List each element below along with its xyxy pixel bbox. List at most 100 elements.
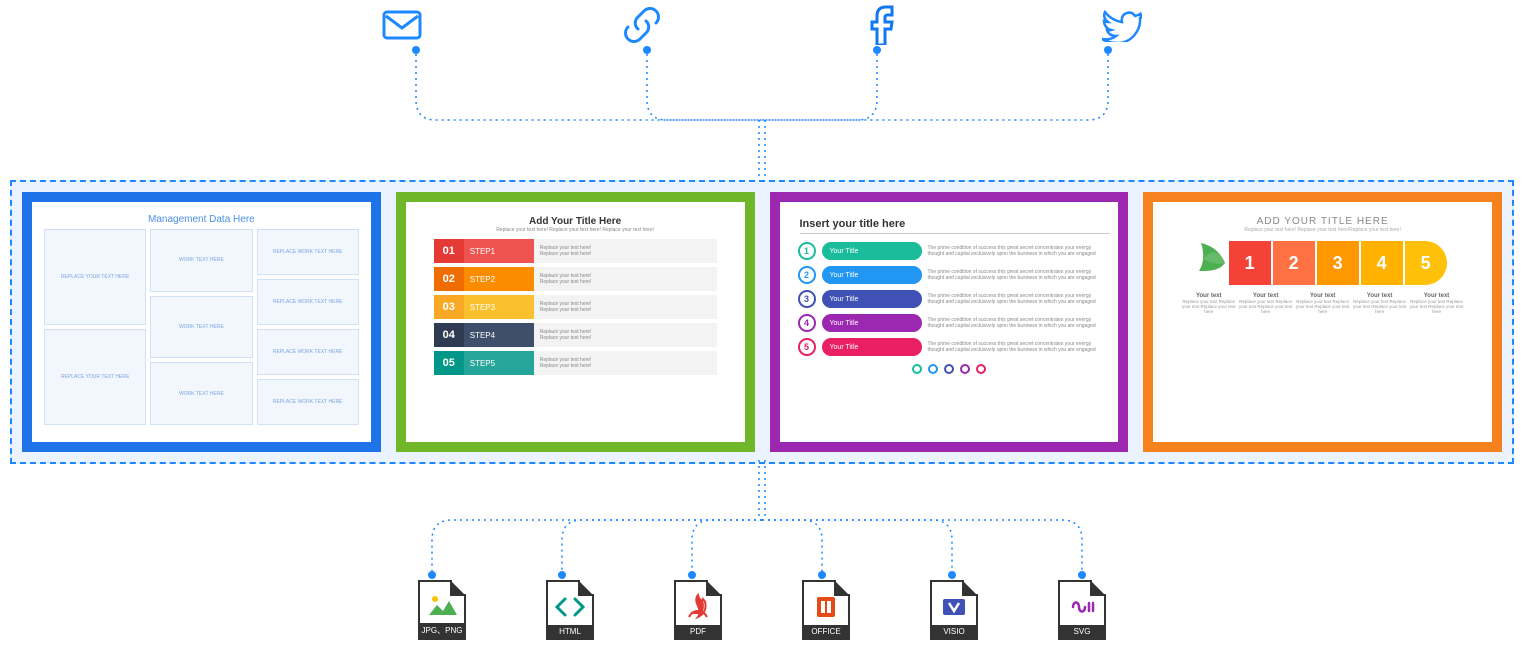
step-row: 05 STEP5 Replace your text here!Replace … (434, 351, 717, 375)
item-number: 5 (798, 338, 816, 356)
file-doc-icon: SVG (1058, 580, 1106, 640)
item-pill: Your Title (822, 290, 922, 308)
file-label: PDF (676, 625, 720, 638)
t2-title: Add Your Title Here (414, 216, 737, 227)
t1-box: REPLACE WORK TEXT HERE (257, 379, 359, 425)
carrot-segment: 3 (1317, 241, 1359, 285)
t4-title: ADD YOUR TITLE HERE (1161, 216, 1484, 227)
carrot-segment: 2 (1273, 241, 1315, 285)
template-card-4: ADD YOUR TITLE HERE Replace your text he… (1143, 192, 1502, 452)
item-pill: Your Title (822, 338, 922, 356)
leaf-icon (1199, 241, 1229, 285)
file-format-office: OFFICE (802, 580, 850, 640)
file-format-visio: VISIO (930, 580, 978, 640)
step-label: STEP5 (464, 351, 534, 375)
item-pill: Your Title (822, 266, 922, 284)
text-column: Your textReplace your text Replace your … (1181, 293, 1236, 314)
item-desc: The prime condition of success this grea… (928, 245, 1101, 258)
svg-icon (1063, 589, 1101, 625)
step-label: STEP1 (464, 239, 534, 263)
text-column: Your textReplace your text Replace your … (1352, 293, 1407, 314)
share-icons-row (0, 5, 1524, 45)
step-number: 03 (434, 295, 464, 319)
step-number: 01 (434, 239, 464, 263)
visio-icon (935, 589, 973, 625)
image-icon (423, 589, 461, 625)
item-desc: The prime condition of success this grea… (928, 341, 1101, 354)
code-icon (551, 589, 589, 625)
item-number: 1 (798, 242, 816, 260)
t1-box: WORK TEXT HERE (150, 229, 252, 292)
text-column: Your textReplace your text Replace your … (1295, 293, 1350, 314)
templates-strip: Management Data Here REPLACE YOUR TEXT H… (10, 180, 1514, 464)
text-column: Your textReplace your text Replace your … (1409, 293, 1464, 314)
carrot-segment: 1 (1229, 241, 1271, 285)
file-format-jpg、png: JPG、PNG (418, 580, 466, 640)
template-card-3: Insert your title here 1 Your Title The … (770, 192, 1129, 452)
t1-box: REPLACE WORK TEXT HERE (257, 279, 359, 325)
file-doc-icon: PDF (674, 580, 722, 640)
carrot-segment: 5 (1405, 241, 1447, 285)
step-label: STEP4 (464, 323, 534, 347)
carrot-segment: 4 (1361, 241, 1403, 285)
nav-dot (928, 364, 938, 374)
email-icon (382, 5, 422, 45)
file-label: OFFICE (804, 625, 848, 638)
file-doc-icon: JPG、PNG (418, 580, 466, 640)
file-doc-icon: HTML (546, 580, 594, 640)
nav-dot (912, 364, 922, 374)
facebook-icon (862, 5, 902, 45)
file-format-pdf: PDF (674, 580, 722, 640)
step-desc: Replace your text here!Replace your text… (534, 295, 717, 319)
t1-title: Management Data Here (40, 214, 363, 225)
nav-dot (960, 364, 970, 374)
t1-box: REPLACE YOUR TEXT HERE (44, 329, 146, 425)
list-item: 5 Your Title The prime condition of succ… (798, 338, 1101, 356)
item-pill: Your Title (822, 242, 922, 260)
template-card-2: Add Your Title Here Replace your text he… (396, 192, 755, 452)
list-item: 1 Your Title The prime condition of succ… (798, 242, 1101, 260)
file-label: HTML (548, 625, 592, 638)
file-formats-row: JPG、PNG HTML PDF OFFICE VISIO SVG (0, 580, 1524, 640)
file-label: SVG (1060, 625, 1104, 638)
twitter-icon (1102, 5, 1142, 45)
step-number: 02 (434, 267, 464, 291)
t3-title: Insert your title here (800, 218, 1111, 234)
t1-box: WORK TEXT HERE (150, 362, 252, 425)
step-desc: Replace your text here!Replace your text… (534, 267, 717, 291)
t1-box: REPLACE WORK TEXT HERE (257, 229, 359, 275)
step-number: 05 (434, 351, 464, 375)
step-desc: Replace your text here!Replace your text… (534, 323, 717, 347)
item-pill: Your Title (822, 314, 922, 332)
item-desc: The prime condition of success this grea… (928, 317, 1101, 330)
file-format-svg: SVG (1058, 580, 1106, 640)
item-number: 2 (798, 266, 816, 284)
t1-box: REPLACE WORK TEXT HERE (257, 329, 359, 375)
step-label: STEP3 (464, 295, 534, 319)
pdf-icon (679, 589, 717, 625)
file-doc-icon: OFFICE (802, 580, 850, 640)
list-item: 4 Your Title The prime condition of succ… (798, 314, 1101, 332)
list-item: 3 Your Title The prime condition of succ… (798, 290, 1101, 308)
step-number: 04 (434, 323, 464, 347)
item-number: 4 (798, 314, 816, 332)
item-desc: The prime condition of success this grea… (928, 293, 1101, 306)
bottom-connectors (0, 460, 1524, 580)
nav-dot (976, 364, 986, 374)
office-icon (807, 589, 845, 625)
file-format-html: HTML (546, 580, 594, 640)
template-card-1: Management Data Here REPLACE YOUR TEXT H… (22, 192, 381, 452)
file-label: VISIO (932, 625, 976, 638)
item-number: 3 (798, 290, 816, 308)
step-label: STEP2 (464, 267, 534, 291)
t1-box: REPLACE YOUR TEXT HERE (44, 229, 146, 325)
t4-subtitle: Replace your text here! Replace your tex… (1161, 227, 1484, 233)
step-desc: Replace your text here!Replace your text… (534, 239, 717, 263)
step-row: 01 STEP1 Replace your text here!Replace … (434, 239, 717, 263)
text-column: Your textReplace your text Replace your … (1238, 293, 1293, 314)
step-desc: Replace your text here!Replace your text… (534, 351, 717, 375)
t2-subtitle: Replace your text here! Replace your tex… (414, 227, 737, 233)
list-item: 2 Your Title The prime condition of succ… (798, 266, 1101, 284)
step-row: 02 STEP2 Replace your text here!Replace … (434, 267, 717, 291)
t1-box: WORK TEXT HERE (150, 296, 252, 359)
